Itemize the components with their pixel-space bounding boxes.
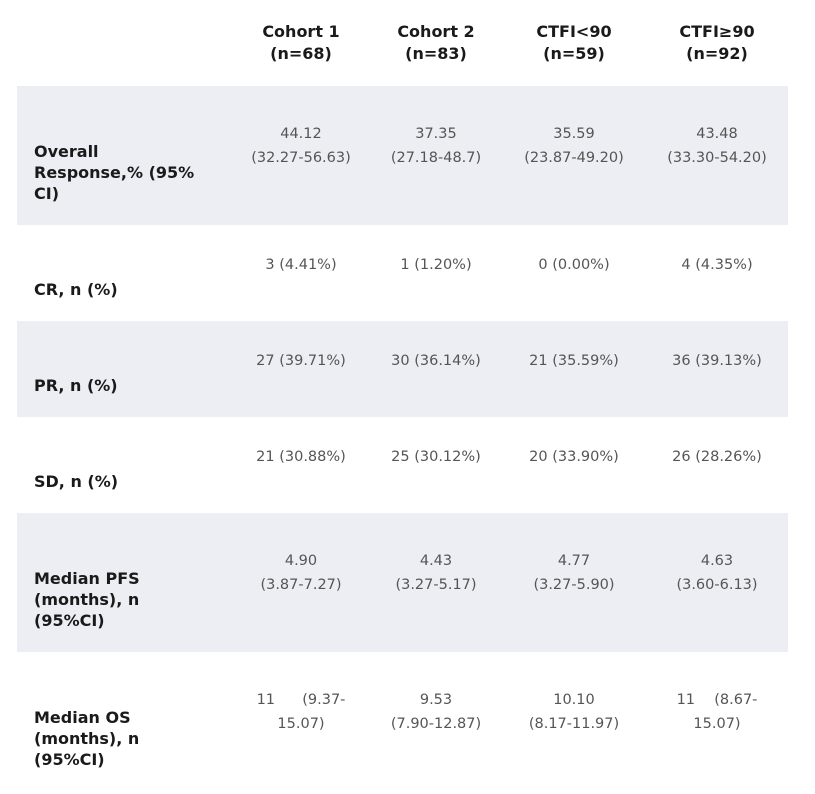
table-row-cr: CR, n (%) 3 (4.41%) 1 (1.20%) 0 (0.00%) …	[17, 225, 788, 321]
header-cohort-2: Cohort 2 (n=83)	[374, 21, 498, 65]
cell-value: 10.10	[553, 692, 595, 708]
header-label: Cohort 2	[397, 22, 475, 41]
table-cell: 30 (36.14%)	[391, 353, 481, 369]
row-label: Overall Response,% (95% CI)	[34, 141, 224, 204]
row-label: Median OS (months), n (95%CI)	[34, 707, 224, 770]
cell-line: 11 (8.67-	[655, 688, 779, 712]
table-cell: 37.35 (27.18-48.7)	[374, 122, 498, 170]
header-count: (n=59)	[543, 44, 605, 63]
cell-ci: (32.27-56.63)	[251, 150, 351, 166]
row-label-line: CR, n (%)	[34, 280, 118, 299]
cell-value: 9.53	[419, 692, 453, 708]
header-count: (n=83)	[405, 44, 467, 63]
header-cohort-1: Cohort 1 (n=68)	[239, 21, 363, 65]
table-row-pr: PR, n (%) 27 (39.71%) 30 (36.14%) 21 (35…	[17, 321, 788, 417]
row-label: SD, n (%)	[34, 471, 224, 492]
cell-ci-start: (9.37-	[302, 692, 346, 708]
cell-ci: (3.27-5.17)	[395, 577, 477, 593]
table-cell: 4.63 (3.60-6.13)	[655, 549, 779, 597]
cell-ci-end: 15.07)	[277, 716, 325, 732]
header-count: (n=92)	[686, 44, 748, 63]
cell-value: 11	[256, 692, 276, 708]
table-cell: 25 (30.12%)	[391, 449, 481, 465]
header-label: Cohort 1	[262, 22, 340, 41]
table-cell: 20 (33.90%)	[529, 449, 619, 465]
table-cell: 1 (1.20%)	[400, 257, 472, 273]
row-label: PR, n (%)	[34, 375, 224, 396]
cell-ci: (33.30-54.20)	[667, 150, 767, 166]
table-cell: 36 (39.13%)	[672, 353, 762, 369]
table-cell: 21 (35.59%)	[529, 353, 619, 369]
table-cell: 4.77 (3.27-5.90)	[512, 549, 636, 597]
row-label-line: (months), n	[34, 729, 140, 748]
header-ctfi-ge-90: CTFI≥90 (n=92)	[655, 21, 779, 65]
cell-ci-start: (8.67-	[714, 692, 758, 708]
cell-ci: (8.17-11.97)	[528, 716, 620, 732]
table-row-median-pfs: Median PFS (months), n (95%CI) 4.90 (3.8…	[17, 513, 788, 652]
cell-ci: (3.87-7.27)	[260, 577, 342, 593]
table-cell: 4.90 (3.87-7.27)	[239, 549, 363, 597]
table-cell: 10.10 (8.17-11.97)	[512, 688, 636, 736]
table-cell: 11 (8.67- 15.07)	[655, 688, 779, 736]
table-row-sd: SD, n (%) 21 (30.88%) 25 (30.12%) 20 (33…	[17, 417, 788, 513]
cell-ci: (23.87-49.20)	[524, 150, 624, 166]
cell-line: 11 (9.37-	[239, 688, 363, 712]
table-header-row: Cohort 1 (n=68) Cohort 2 (n=83) CTFI<90 …	[17, 0, 788, 86]
table-row-median-os: Median OS (months), n (95%CI) 11 (9.37- …	[17, 652, 788, 791]
cell-value: 37.35	[415, 126, 457, 142]
cell-value: 4.90	[284, 553, 318, 569]
table-cell: 35.59 (23.87-49.20)	[512, 122, 636, 170]
table-cell: 26 (28.26%)	[672, 449, 762, 465]
table-row-overall-response: Overall Response,% (95% CI) 44.12 (32.27…	[17, 86, 788, 225]
table-cell: 4.43 (3.27-5.17)	[374, 549, 498, 597]
row-label-line: SD, n (%)	[34, 472, 119, 491]
row-label-line: Median OS	[34, 708, 131, 727]
table-cell: 4 (4.35%)	[681, 257, 753, 273]
cell-value: 4.43	[419, 553, 453, 569]
cell-value: 4.63	[700, 553, 734, 569]
cell-ci-end: 15.07)	[693, 716, 741, 732]
row-label-line: PR, n (%)	[34, 376, 118, 395]
cell-ci: (3.60-6.13)	[676, 577, 758, 593]
results-table: Cohort 1 (n=68) Cohort 2 (n=83) CTFI<90 …	[17, 0, 788, 791]
table-cell: 0 (0.00%)	[538, 257, 610, 273]
cell-ci: (7.90-12.87)	[390, 716, 482, 732]
cell-ci: (3.27-5.90)	[533, 577, 615, 593]
row-label-line: (95%CI)	[34, 611, 105, 630]
cell-value: 35.59	[553, 126, 595, 142]
row-label-line: (months), n	[34, 590, 140, 609]
row-label-line: Response,% (95%	[34, 163, 195, 182]
row-label-line: Median PFS	[34, 569, 140, 588]
table-cell: 27 (39.71%)	[256, 353, 346, 369]
header-label: CTFI≥90	[679, 22, 755, 41]
cell-ci: (27.18-48.7)	[390, 150, 482, 166]
row-label-line: CI)	[34, 184, 60, 203]
table-cell: 3 (4.41%)	[265, 257, 337, 273]
header-label: CTFI<90	[536, 22, 612, 41]
cell-value: 4.77	[557, 553, 591, 569]
cell-value: 44.12	[280, 126, 322, 142]
row-label: CR, n (%)	[34, 279, 224, 300]
row-label: Median PFS (months), n (95%CI)	[34, 568, 224, 631]
cell-value: 11	[676, 692, 696, 708]
row-label-line: Overall	[34, 142, 99, 161]
row-label-line: (95%CI)	[34, 750, 105, 769]
cell-value: 43.48	[696, 126, 738, 142]
table-cell: 44.12 (32.27-56.63)	[239, 122, 363, 170]
table-cell: 9.53 (7.90-12.87)	[374, 688, 498, 736]
header-ctfi-lt-90: CTFI<90 (n=59)	[512, 21, 636, 65]
header-count: (n=68)	[270, 44, 332, 63]
table-cell: 21 (30.88%)	[256, 449, 346, 465]
table-cell: 11 (9.37- 15.07)	[239, 688, 363, 736]
table-cell: 43.48 (33.30-54.20)	[655, 122, 779, 170]
